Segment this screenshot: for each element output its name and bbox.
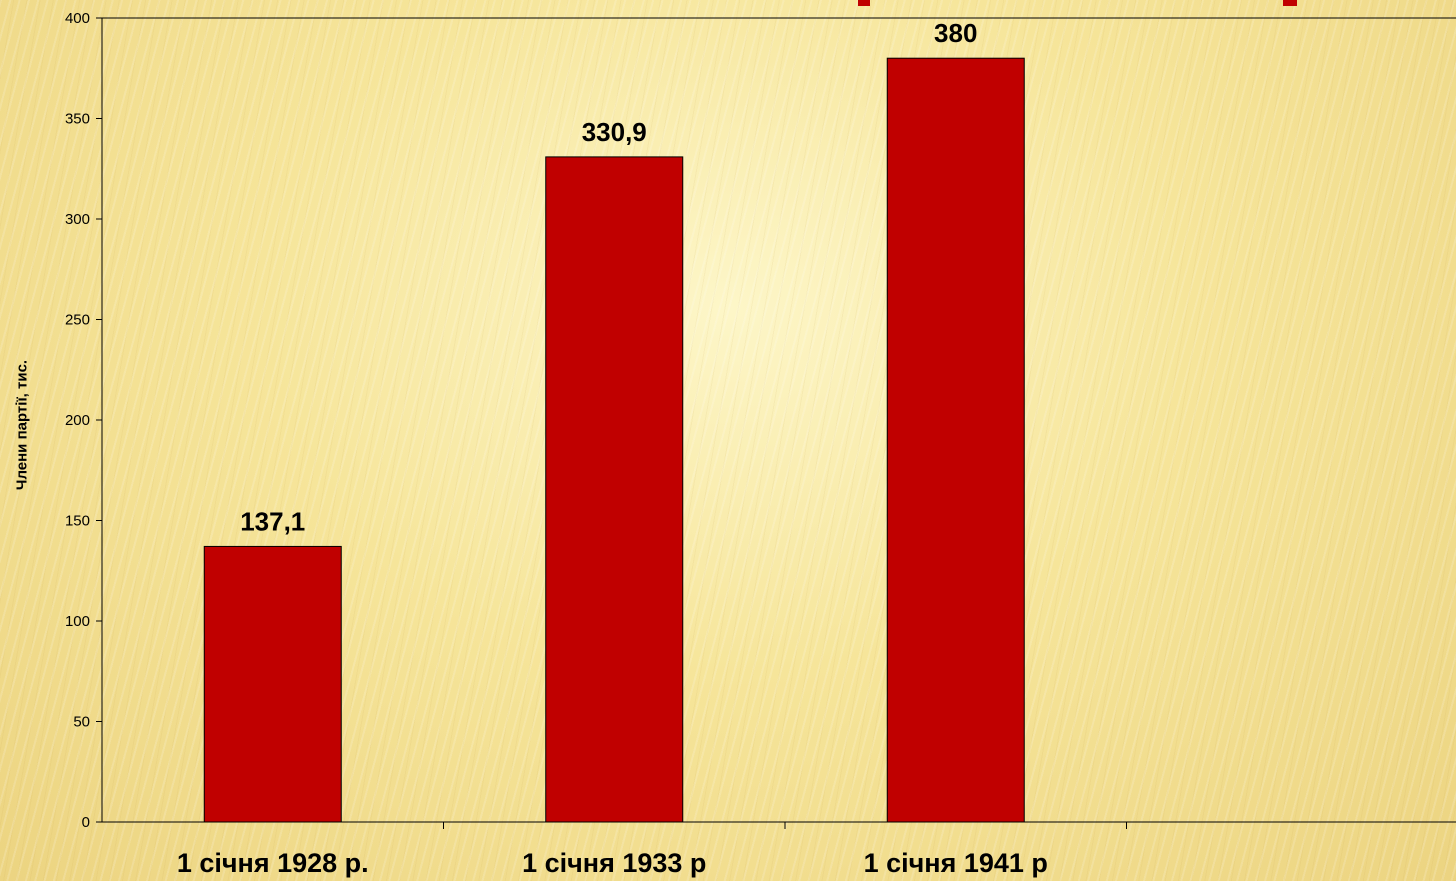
- category-label: 1 січня 1928 р.: [177, 848, 369, 878]
- y-tick-label: 250: [65, 312, 90, 329]
- value-labels: 137,1 330,9 380: [240, 18, 977, 536]
- y-tick-label: 200: [65, 412, 90, 429]
- title-fragment-left: [858, 0, 870, 6]
- y-tick-label: 50: [73, 714, 90, 731]
- title-fragment-right: [1283, 0, 1297, 6]
- bar-value-label: 137,1: [240, 506, 305, 536]
- bar: [886, 57, 1025, 823]
- y-tick-label: 300: [65, 211, 90, 228]
- y-axis-ticks: 0 50 100 150 200 250 300 350 400: [65, 10, 102, 831]
- y-tick-label: 100: [65, 613, 90, 630]
- bar-value-label: 380: [934, 18, 977, 48]
- y-tick-label: 400: [65, 10, 90, 27]
- category-label: 1 січня 1941 р: [864, 848, 1048, 878]
- category-label: 1 січня 1933 р: [522, 848, 706, 878]
- x-axis-ticks: [443, 822, 1127, 829]
- bar-value-label: 330,9: [582, 117, 647, 147]
- y-axis-title: Члени партії, тис.: [13, 359, 31, 491]
- bar: [203, 545, 342, 823]
- bar: [545, 156, 684, 823]
- y-tick-label: 350: [65, 111, 90, 128]
- y-tick-label: 150: [65, 513, 90, 530]
- category-labels: 1 січня 1928 р. 1 січня 1933 р 1 січня 194…: [177, 848, 1048, 878]
- bars: [203, 57, 1025, 823]
- y-tick-label: 0: [82, 814, 90, 831]
